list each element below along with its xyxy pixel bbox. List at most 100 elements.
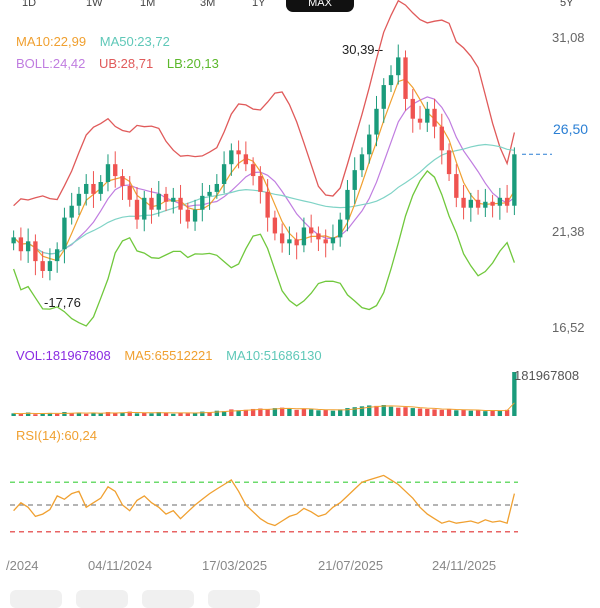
candle-body (185, 209, 190, 222)
candle-body (200, 195, 205, 210)
x-date-3: 21/07/2025 (318, 558, 384, 573)
candle-body (287, 239, 292, 244)
tab-3m[interactable]: 3M (200, 0, 216, 9)
volume-bar (54, 413, 60, 416)
candle-body (98, 182, 103, 194)
boll-middle-line (13, 96, 515, 255)
volume-bar (156, 412, 161, 416)
x-date-2: 17/03/2025 (202, 558, 268, 573)
bottom-tool-4[interactable] (208, 590, 260, 608)
tab-1y[interactable]: 1Y (252, 0, 266, 9)
candle-body (410, 98, 415, 119)
price-axis-bottom: 16,52 (552, 320, 585, 335)
volume-bar (62, 412, 67, 416)
volume-bar (359, 406, 365, 416)
volume-bar (308, 409, 314, 416)
volume-bar (127, 411, 132, 416)
volume-bar (105, 412, 111, 416)
candle-body (40, 261, 45, 272)
candle-body (367, 134, 372, 155)
volume-bar (446, 408, 452, 416)
volume-bar (461, 409, 466, 416)
candle-body (47, 261, 53, 272)
volume-bar (98, 413, 103, 416)
volume-bar (330, 410, 336, 416)
bottom-tool-1[interactable] (10, 590, 62, 608)
candle-body (279, 233, 285, 244)
candle-body (171, 197, 176, 202)
volume-bar (345, 408, 350, 416)
candle-body (403, 57, 408, 99)
candle-body (497, 197, 503, 206)
tab-1d[interactable]: 1D (22, 0, 37, 9)
volume-bar (18, 413, 24, 416)
vol-value: VOL:181967808 (16, 348, 111, 363)
volume-bar (11, 413, 16, 416)
ma50-legend: MA50:23,72 (99, 34, 170, 49)
volume-bar (410, 408, 415, 416)
ma10-legend: MA10:22,99 (16, 34, 87, 49)
tab-5y[interactable]: 5Y (560, 0, 574, 9)
candle-body (113, 164, 118, 177)
volume-bar (142, 412, 147, 416)
volume-bar (185, 413, 190, 416)
volume-bar (425, 408, 430, 416)
volume-bar (301, 408, 307, 416)
current-price-label: 26,50 (553, 121, 589, 137)
tab-max[interactable]: MAX (286, 0, 354, 12)
volume-bar (25, 412, 31, 416)
bottom-tool-2[interactable] (76, 590, 128, 608)
candle-body (214, 183, 220, 192)
candle-body (330, 237, 336, 244)
volume-bar (374, 405, 379, 416)
volume-bar (40, 413, 45, 416)
volume-bar (352, 407, 357, 416)
candle-body (76, 193, 82, 206)
volume-bar (243, 409, 249, 416)
candle-body (243, 154, 249, 165)
candle-body (490, 201, 495, 206)
candle-body (425, 108, 430, 123)
candle-body (432, 108, 437, 127)
candle-body (192, 209, 198, 222)
bottom-tool-3[interactable] (142, 590, 194, 608)
volume-bar (236, 410, 241, 416)
x-date-0: /2024 (6, 558, 39, 573)
candle-body (454, 174, 459, 198)
volume-bar (163, 412, 169, 416)
candle-body (178, 197, 183, 210)
candle-body (250, 164, 256, 177)
tab-1w[interactable]: 1W (86, 0, 103, 9)
volume-max-label: 181967808 (514, 368, 580, 383)
price-axis-mid: 21,38 (552, 224, 585, 239)
candle-body (468, 199, 474, 208)
ma10-line (13, 78, 515, 262)
candle-body (323, 239, 328, 244)
volume-bar (120, 412, 125, 416)
volume-bar (483, 411, 488, 416)
volume-bar (388, 406, 394, 416)
candle-body (25, 241, 31, 252)
vol-ma5-value: MA5:65512221 (124, 348, 213, 363)
candle-body (105, 164, 111, 182)
volume-bar (338, 409, 343, 416)
lb-value: LB:20,13 (166, 56, 219, 71)
tab-1m[interactable]: 1M (140, 0, 156, 9)
candle-body (294, 239, 299, 246)
timeframe-tabs: 1D 1W 1M 3M 1Y MAX 5Y (0, 0, 600, 14)
x-date-4: 24/11/2025 (432, 558, 497, 573)
volume-bar (76, 412, 82, 416)
volume-bar (504, 409, 510, 416)
candle-body (512, 154, 517, 206)
volume-bar (403, 407, 408, 416)
candle-body (120, 176, 125, 186)
volume-ma5-line (13, 402, 515, 415)
candle-body (258, 176, 263, 192)
volume-bar (279, 407, 285, 416)
volume-bar (439, 409, 444, 416)
volume-bar (171, 413, 176, 416)
candle-body (359, 154, 365, 171)
volume-bar (250, 408, 256, 416)
candle-body (504, 197, 510, 206)
